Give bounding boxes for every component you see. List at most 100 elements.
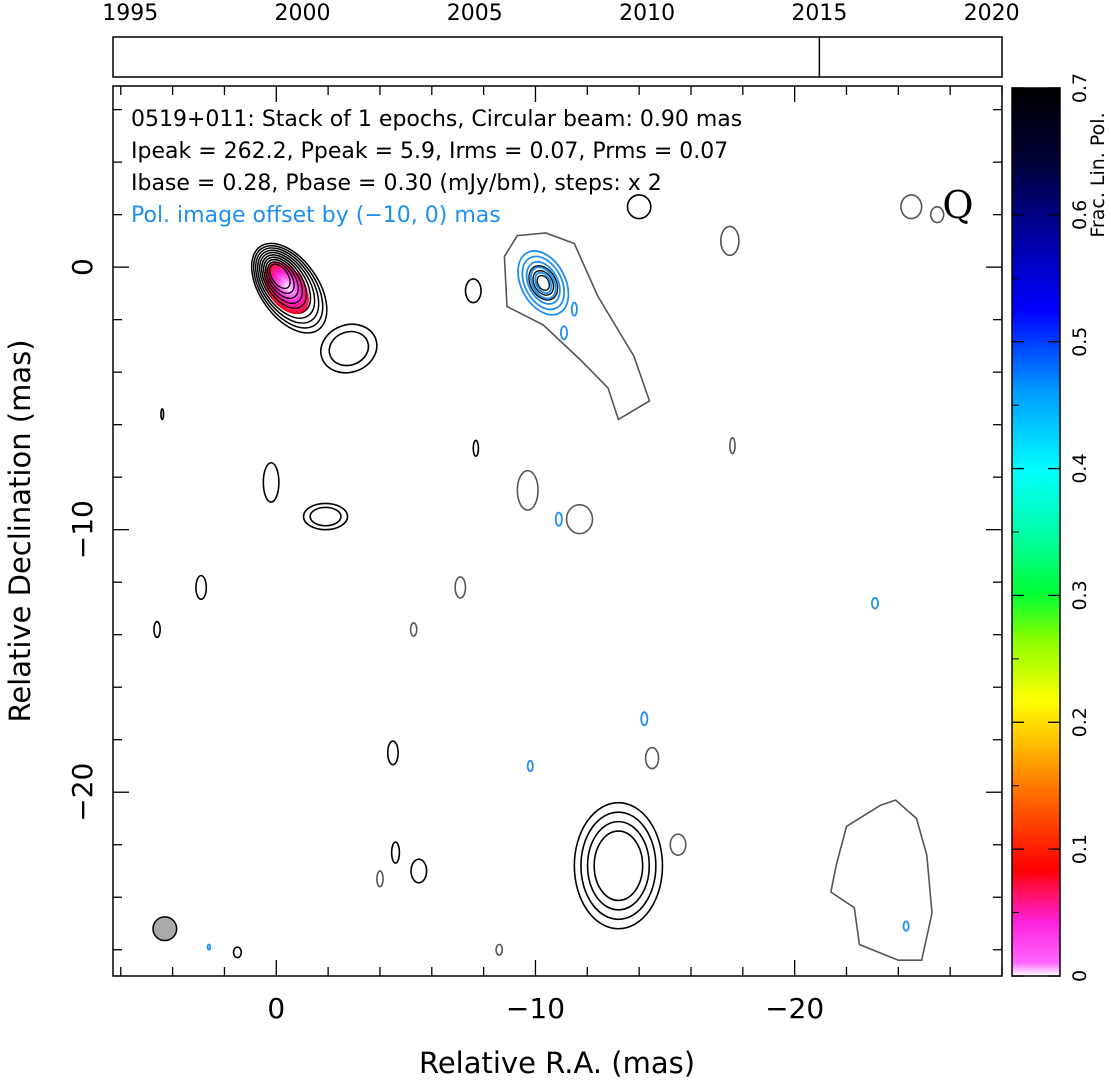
polarized-intensity-contours <box>206 250 910 951</box>
y-tick-labels: 0 −10 −20 <box>66 258 99 822</box>
shifted-i-noise-contour <box>495 943 504 956</box>
stokes-i-noise-contour <box>262 461 280 503</box>
timeline-year-label: 2010 <box>619 1 675 26</box>
stokes-i-inner-contour <box>265 258 299 299</box>
stokes-i-component-contour <box>328 330 370 367</box>
colorbar-label: Frac. Lin. Pol. <box>1087 112 1109 237</box>
colorbar-tick-label: 0.7 <box>1069 73 1091 103</box>
pol-noise-contour <box>902 920 910 932</box>
timeline-year-label: 1995 <box>102 1 158 26</box>
header-line-1: 0519+011: Stack of 1 epochs, Circular be… <box>131 107 742 132</box>
stokes-i-component-contour <box>320 323 378 374</box>
stokes-i-contours <box>153 194 664 959</box>
stokes-i-noise-contour <box>390 841 401 864</box>
colorbar-tick-label: 0.4 <box>1069 453 1091 483</box>
shifted-stokes-i-contours <box>376 194 945 961</box>
colorbar-tick-label: 0 <box>1069 970 1091 982</box>
shifted-i-core-contour <box>536 274 551 291</box>
stokes-i-inner-contour <box>261 254 308 309</box>
header-line-3: Ibase = 0.28, Pbase = 0.30 (mJy/bm), ste… <box>131 171 662 196</box>
y-tick-label: −10 <box>66 500 99 559</box>
timeline-year-label: 2015 <box>791 1 847 26</box>
stokes-i-noise-contour <box>153 620 161 639</box>
shifted-i-noise-contour <box>454 576 467 599</box>
plot-frame <box>112 85 1003 977</box>
image-header: 0519+011: Stack of 1 epochs, Circular be… <box>131 107 742 228</box>
stokes-i-core-contour <box>254 247 320 324</box>
colorbar-tick-label: 0.5 <box>1069 327 1091 357</box>
shifted-i-noise-contour <box>644 746 660 770</box>
pol-noise-contour <box>640 711 649 727</box>
shifted-i-noise-contour <box>565 503 594 535</box>
stokes-i-component-contour <box>593 830 644 902</box>
stokes-q-label: Q <box>942 183 973 227</box>
stokes-i-noise-contour <box>386 740 399 766</box>
stokes-i-noise-contour <box>232 946 243 959</box>
shifted-i-outer-contour <box>503 232 651 421</box>
x-tick-label: −10 <box>506 992 565 1025</box>
pol-noise-contour <box>559 325 568 341</box>
shifted-i-noise-contour <box>669 833 687 857</box>
timeline-year-label: 2000 <box>275 1 331 26</box>
stokes-i-noise-contour <box>410 858 428 884</box>
x-tick-label: −20 <box>765 992 824 1025</box>
shifted-i-core-contour <box>528 265 559 301</box>
x-axis-label: Relative R.A. (mas) <box>419 1046 695 1080</box>
stokes-i-noise-contour <box>195 574 208 601</box>
stokes-i-core-contour <box>258 251 312 314</box>
stokes-i-component-contour <box>573 801 664 930</box>
stokes-i-component-contour <box>586 820 651 911</box>
plot-area: 0 −10 −20 0 −10 −20 0519+011: Stack of 1 epo… <box>3 85 1003 1080</box>
stokes-i-noise-contour <box>626 194 652 220</box>
stokes-i-core-contour <box>250 242 328 334</box>
colorbar-gradient <box>1012 88 1060 976</box>
pol-noise-contour <box>870 597 880 610</box>
colorbar-ticks: 0 0.1 0.2 0.3 0.4 0.5 0.6 0.7 <box>1012 73 1091 982</box>
colorbar-tick-label: 0.6 <box>1069 200 1091 230</box>
shifted-i-noise-contour <box>376 870 384 888</box>
pol-noise-contour <box>570 301 578 317</box>
shifted-i-noise-contour <box>409 622 418 637</box>
timeline-year-label: 2020 <box>964 1 1020 26</box>
pol-intensity-contour <box>525 260 561 305</box>
colorbar-tick-label: 0.1 <box>1069 834 1091 864</box>
y-axis-label: Relative Declination (mas) <box>3 339 37 722</box>
timeline-box <box>112 36 1003 78</box>
stokes-i-core-contour <box>252 244 324 329</box>
stokes-i-inner-contour <box>267 261 295 295</box>
timeline-years: 1995 2000 2005 2010 2015 2020 <box>102 1 1019 26</box>
shifted-i-noise-contour <box>900 194 923 220</box>
epoch-timeline: 1995 2000 2005 2010 2015 2020 <box>102 1 1020 78</box>
beam-circle <box>152 916 178 942</box>
shifted-i-core-contour <box>532 269 555 296</box>
stokes-i-noise-contour <box>464 278 482 304</box>
shifted-i-patch-contour <box>830 799 933 961</box>
colorbar: 0 0.1 0.2 0.3 0.4 0.5 0.6 0.7 Frac. Lin. Pol. <box>1011 73 1109 982</box>
shifted-i-noise-contour <box>929 205 945 224</box>
pol-intensity-contour <box>529 266 557 300</box>
pol-noise-contour <box>206 943 212 951</box>
stokes-i-inner-contour <box>269 263 291 290</box>
pol-noise-contour <box>526 759 534 773</box>
restoring-beam <box>152 916 178 942</box>
axis-ticks <box>113 86 1003 976</box>
y-tick-label: −20 <box>66 763 99 822</box>
shifted-i-noise-contour <box>516 469 539 511</box>
stokes-i-component-contour <box>580 811 657 921</box>
pol-offset-note: Pol. image offset by (−10, 0) mas <box>131 203 501 228</box>
pol-noise-contour <box>554 511 563 527</box>
stokes-i-noise-contour <box>472 439 480 457</box>
stokes-i-core-contour <box>256 249 316 319</box>
stokes-i-component-contour <box>309 506 342 527</box>
x-tick-labels: 0 −10 −20 <box>267 992 824 1025</box>
shifted-i-noise-contour <box>729 436 736 455</box>
pol-fraction-color-image <box>261 254 309 314</box>
stokes-i-component-contour <box>302 502 349 531</box>
stokes-i-inner-contour <box>263 256 303 304</box>
timeline-year-label: 2005 <box>447 1 503 26</box>
pol-intensity-contour <box>517 250 570 316</box>
shifted-i-noise-contour <box>719 225 740 257</box>
x-tick-label: 0 <box>267 992 285 1025</box>
